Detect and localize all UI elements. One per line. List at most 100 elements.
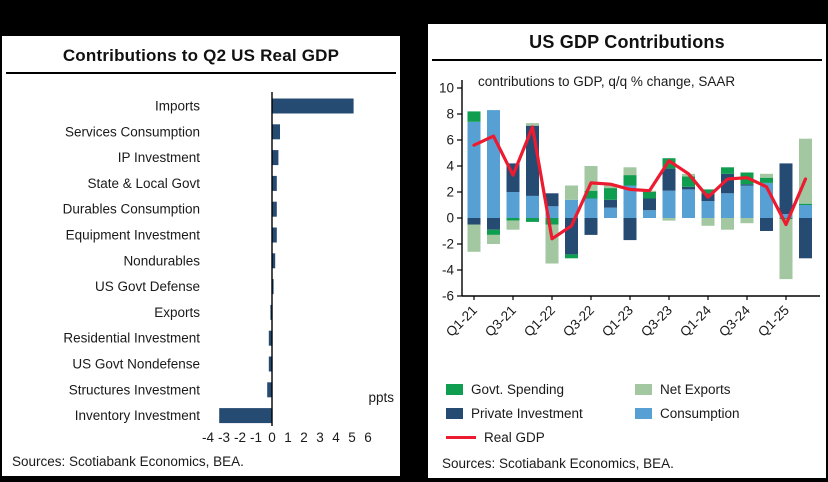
category-label: US Govt Defense — [95, 279, 200, 294]
stack-segment — [643, 192, 656, 199]
bar-7 — [272, 279, 274, 295]
y-tick-label: -4 — [442, 263, 454, 278]
category-label: Residential Investment — [63, 331, 200, 346]
y-tick-label: 8 — [446, 107, 454, 122]
bar-5 — [272, 227, 277, 243]
bar-2 — [272, 150, 279, 166]
x-tick-label: 6 — [364, 430, 372, 445]
y-tick-label: 6 — [446, 133, 454, 148]
x-tick-label: Q1-25 — [755, 303, 792, 340]
category-label: Imports — [155, 99, 200, 114]
stack-segment — [721, 193, 734, 218]
bar-4 — [272, 201, 277, 217]
stack-segment — [545, 224, 559, 264]
stack-segment — [604, 188, 617, 200]
category-label: Inventory Investment — [75, 408, 201, 423]
govt-spending-swatch — [446, 384, 463, 395]
left-chart-panel: Contributions to Q2 US Real GDP Imports S… — [2, 36, 400, 476]
stack-segment — [467, 224, 481, 252]
legend-label: Net Exports — [660, 382, 731, 397]
y-tick-label: 0 — [446, 211, 454, 226]
stack-segment — [643, 198, 656, 211]
consumption-swatch — [635, 408, 652, 419]
stack-segment — [799, 205, 812, 218]
stack-segment — [779, 163, 793, 215]
stack-segment — [565, 199, 578, 218]
x-tick-label: Q1-21 — [443, 303, 480, 340]
category-label: Exports — [154, 305, 200, 320]
y-tick-label: 2 — [446, 185, 454, 200]
stack-segment — [721, 167, 734, 174]
category-label: Equipment Investment — [66, 228, 201, 243]
x-tick-label: Q3-21 — [482, 303, 519, 340]
x-tick-label: 4 — [332, 430, 340, 445]
stack-segment — [760, 218, 773, 231]
left-bar-chart: Imports Services Consumption IP Investment… — [63, 92, 394, 445]
category-label: Structures Investment — [69, 382, 201, 397]
right-source-note: Sources: Scotiabank Economics, BEA. — [442, 456, 674, 471]
x-tick-label: Q3-22 — [560, 303, 597, 340]
stack-segment — [487, 229, 500, 235]
stack-segment — [721, 218, 734, 230]
legend-label: Private Investment — [471, 406, 583, 421]
stack-segment — [799, 218, 812, 259]
category-label: Services Consumption — [65, 124, 200, 139]
private-investment-swatch — [446, 408, 463, 419]
x-tick-label: 5 — [348, 430, 356, 445]
stack-segment — [779, 219, 793, 280]
stack-segment — [604, 207, 617, 218]
legend-item-govt-spending: Govt. Spending — [446, 382, 631, 397]
legend-item-real-gdp: Real GDP — [446, 430, 631, 445]
bar-6 — [272, 253, 276, 269]
stack-segment — [662, 190, 676, 218]
x-tick-label: Q1-23 — [599, 303, 636, 340]
category-label: US Govt Nondefense — [72, 357, 200, 372]
bar-10 — [268, 356, 272, 372]
x-tick-label: -3 — [218, 430, 230, 445]
stack-segment — [526, 195, 539, 218]
stack-segment — [799, 203, 812, 205]
stack-segment — [740, 184, 754, 186]
bar-1 — [272, 124, 280, 140]
stack-segment — [506, 192, 520, 218]
stack-segment — [506, 218, 520, 221]
stack-segment — [545, 218, 559, 225]
stack-segment — [701, 218, 715, 226]
stack-segment — [487, 218, 500, 230]
legend-label: Real GDP — [484, 430, 545, 445]
stack-segment — [682, 186, 695, 190]
x-tick-label: 2 — [300, 430, 308, 445]
right-chart-panel: US GDP Contributions contributions to GD… — [428, 24, 826, 478]
y-tick-label: -6 — [442, 289, 454, 304]
stack-segment — [701, 189, 715, 194]
right-chart-subtitle: contributions to GDP, q/q % change, SAAR — [478, 74, 736, 89]
stack-segment — [682, 176, 695, 187]
x-tick-label: Q1-22 — [521, 303, 558, 340]
stack-segment — [467, 111, 481, 122]
x-tick-label: 1 — [284, 430, 292, 445]
category-label: IP Investment — [118, 150, 201, 165]
stack-segment — [779, 218, 793, 220]
stack-segment — [740, 185, 754, 218]
stack-segment — [545, 193, 559, 207]
bar-3 — [272, 175, 277, 191]
stack-segment — [584, 166, 598, 191]
left-chart-title: Contributions to Q2 US Real GDP — [62, 46, 340, 65]
bar-12 — [219, 408, 272, 424]
bar-0 — [272, 98, 354, 114]
y-tick-label: 4 — [446, 159, 454, 174]
stack-segment — [487, 234, 500, 244]
real-gdp-line — [472, 125, 808, 241]
x-tick-label: Q3-23 — [638, 303, 675, 340]
x-tick-label: Q1-24 — [677, 302, 714, 339]
stack-segment — [701, 201, 715, 218]
stack-segment — [584, 198, 598, 218]
bar-9 — [268, 330, 272, 346]
x-tick-label: 3 — [316, 430, 324, 445]
right-chart-title: US GDP Contributions — [529, 32, 725, 52]
left-title-rule — [6, 72, 396, 74]
stack-segment — [584, 218, 598, 235]
bar-8 — [270, 304, 272, 320]
stack-segment — [623, 175, 637, 186]
